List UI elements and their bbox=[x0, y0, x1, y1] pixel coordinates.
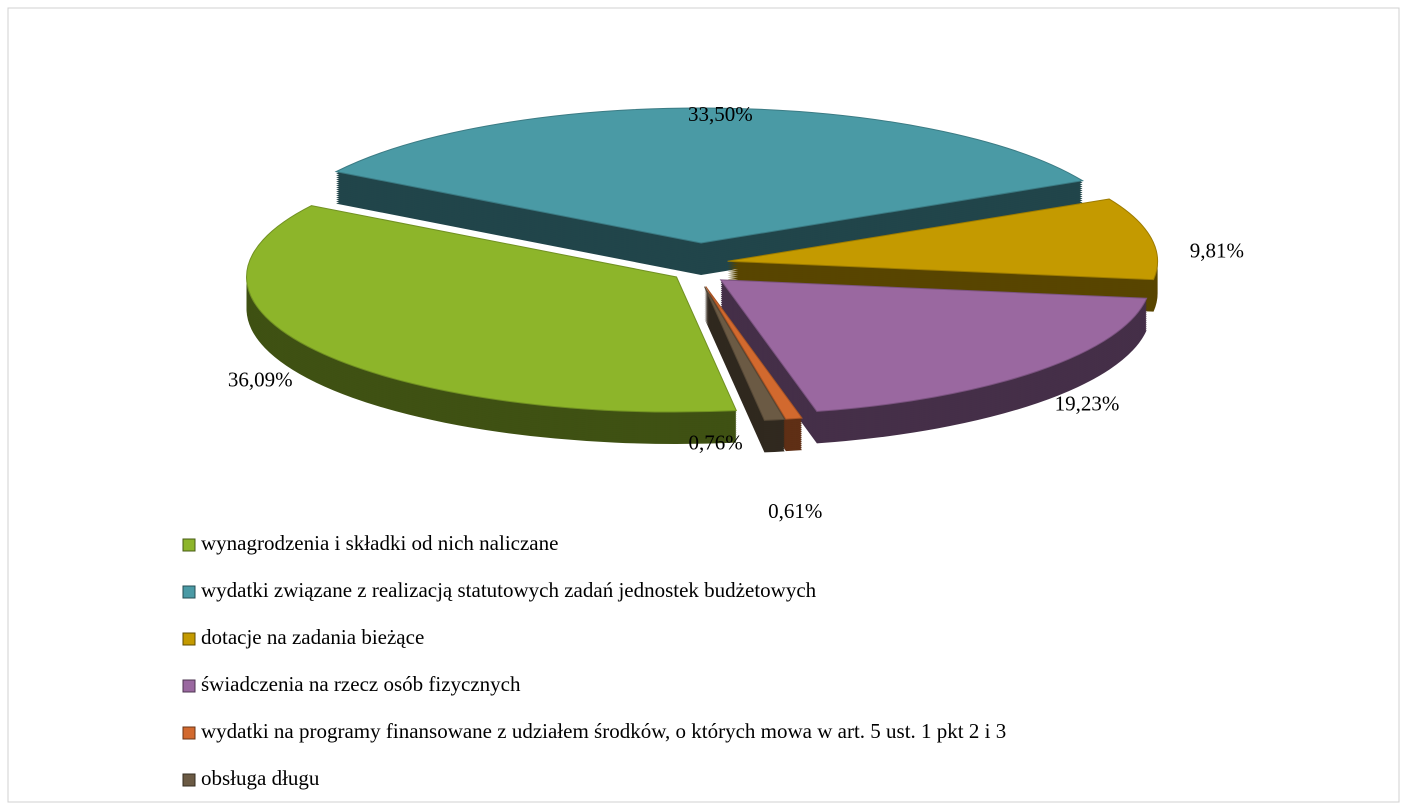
data-label: 0,76% bbox=[688, 430, 742, 454]
slice bbox=[727, 198, 1159, 281]
data-label: 19,23% bbox=[1055, 391, 1120, 415]
legend-swatch bbox=[182, 726, 196, 740]
legend-swatch bbox=[182, 538, 196, 552]
labels: 36,09% 33,50% 9,81% 19,23% 0,61% 0,76% bbox=[228, 102, 1244, 523]
legend-label: świadczenia na rzecz osób fizycznych bbox=[201, 672, 521, 696]
data-label: 33,50% bbox=[688, 102, 753, 126]
slice bbox=[334, 107, 1085, 244]
legend-swatch bbox=[182, 773, 196, 787]
legend-label: dotacje na zadania bieżące bbox=[201, 625, 424, 649]
legend-label: obsługa długu bbox=[201, 766, 320, 790]
legend-swatch bbox=[182, 585, 196, 599]
pie bbox=[246, 107, 1159, 453]
data-label: 36,09% bbox=[228, 368, 293, 392]
legend: wynagrodzenia i składki od nich naliczan… bbox=[182, 531, 1006, 790]
legend-label: wynagrodzenia i składki od nich naliczan… bbox=[201, 531, 558, 555]
slice bbox=[705, 286, 803, 420]
legend-label: wydatki na programy finansowane z udział… bbox=[201, 719, 1006, 743]
data-label: 0,61% bbox=[768, 499, 822, 523]
slice bbox=[719, 279, 1148, 412]
data-label: 9,81% bbox=[1190, 239, 1244, 263]
legend-swatch bbox=[182, 632, 196, 646]
legend-swatch bbox=[182, 679, 196, 693]
slice bbox=[246, 205, 738, 413]
slice bbox=[704, 286, 786, 421]
legend-label: wydatki związane z realizacją statutowyc… bbox=[201, 578, 817, 602]
